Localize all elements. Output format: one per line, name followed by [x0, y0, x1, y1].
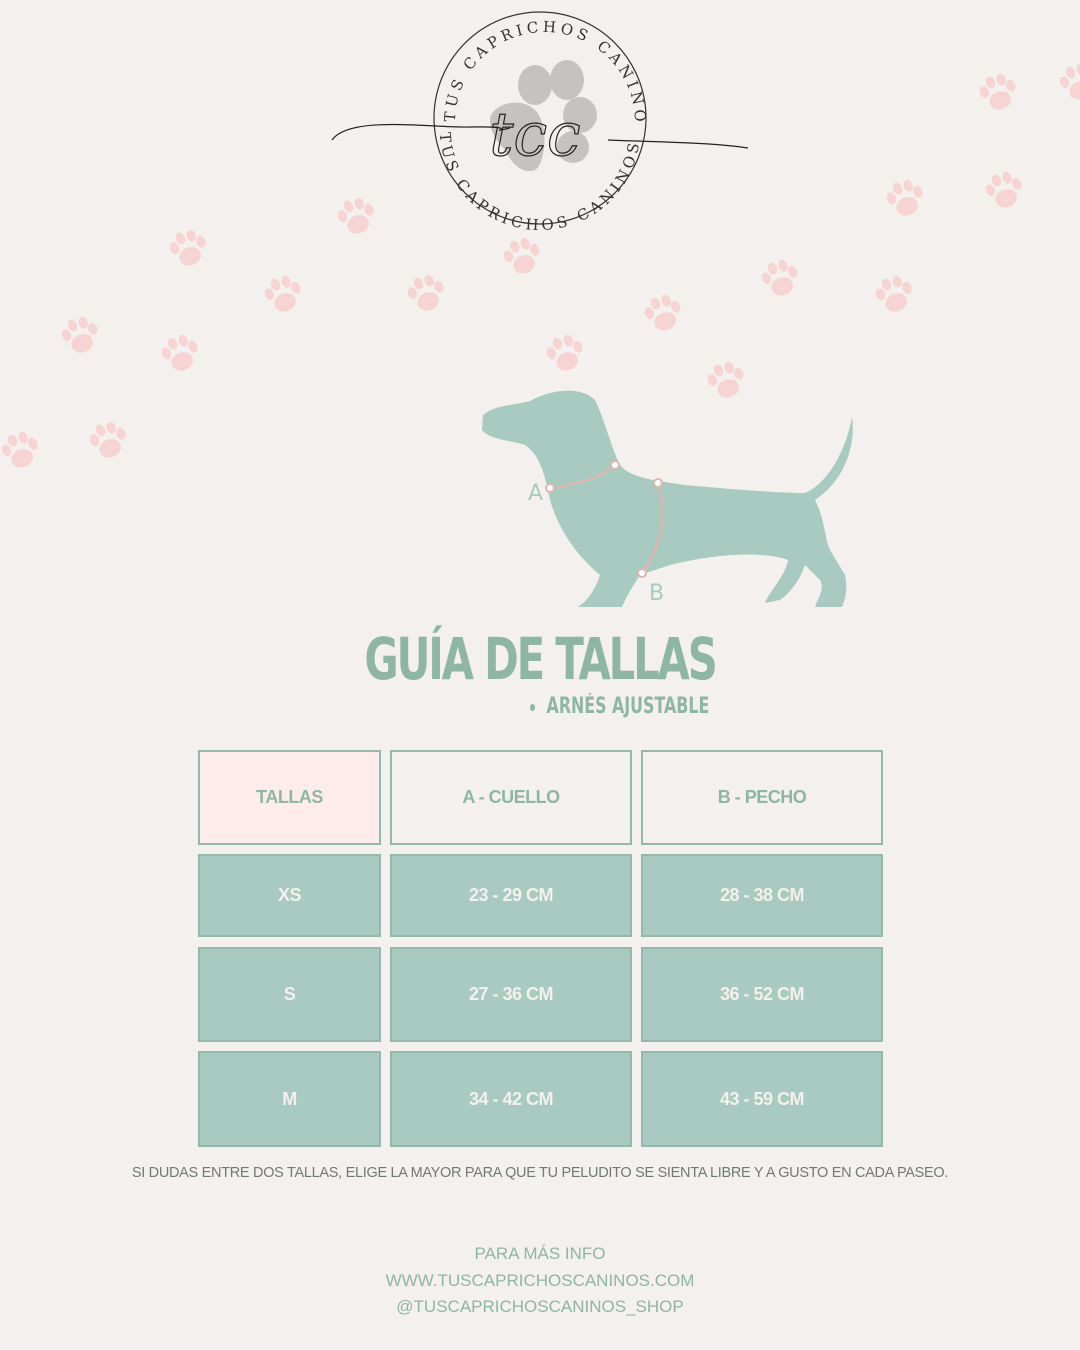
paw-icon: [490, 60, 597, 171]
header-pecho: B - PECHO: [641, 750, 883, 845]
paw-icon: [0, 427, 44, 473]
brand-logo: TUS CAPRICHOS CANINOS TUS CAPRICHOS CANI…: [330, 10, 749, 234]
paw-icon: [981, 167, 1028, 213]
neck-cell: 27 - 36 CM: [390, 947, 632, 1042]
header-tallas: TALLAS: [198, 750, 381, 845]
neck-cell: 34 - 42 CM: [390, 1051, 632, 1147]
footer: PARA MÁS INFO WWW.TUSCAPRICHOSCANINOS.CO…: [0, 1241, 1080, 1321]
label-a: A: [528, 481, 543, 506]
paw-icon: [871, 271, 918, 317]
dog-measurement-illustration: A B: [482, 390, 853, 607]
paw-icon: [882, 175, 929, 221]
bullet-icon: [530, 703, 536, 711]
size-cell: M: [198, 1051, 381, 1147]
paw-icon: [165, 225, 212, 271]
subtitle: ARNÉS AJUSTABLE: [530, 694, 709, 719]
chest-cell: 36 - 52 CM: [641, 947, 883, 1042]
chest-cell: 28 - 38 CM: [641, 854, 883, 937]
paw-icon: [157, 330, 204, 376]
paw-icon: [1055, 59, 1080, 105]
paw-icon: [403, 270, 450, 316]
more-info-label: PARA MÁS INFO: [474, 1244, 606, 1263]
paw-icon: [542, 330, 589, 376]
size-cell: XS: [198, 854, 381, 937]
subtitle-text: ARNÉS AJUSTABLE: [546, 694, 710, 719]
paw-icon: [260, 271, 307, 317]
dog-silhouette: [482, 390, 853, 607]
website-link[interactable]: WWW.TUSCAPRICHOSCANINOS.COM: [385, 1270, 695, 1290]
social-handle[interactable]: @TUSCAPRICHOSCANINOS_SHOP: [396, 1297, 684, 1316]
size-cell: S: [198, 947, 381, 1042]
neck-cell: 23 - 29 CM: [390, 854, 632, 937]
header-cuello: A - CUELLO: [390, 750, 632, 845]
paw-icon: [975, 69, 1022, 115]
chest-cell: 43 - 59 CM: [641, 1051, 883, 1147]
paw-icon: [757, 255, 804, 301]
label-b: B: [649, 581, 664, 606]
size-advice-note: SI DUDAS ENTRE DOS TALLAS, ELIGE LA MAYO…: [131, 1165, 949, 1181]
svg-text:tcc: tcc: [489, 100, 580, 170]
paw-icon: [57, 312, 104, 358]
paw-icon: [85, 417, 132, 463]
paw-icon: [640, 290, 687, 336]
page-title: GUÍA DE TALLAS: [364, 625, 717, 693]
